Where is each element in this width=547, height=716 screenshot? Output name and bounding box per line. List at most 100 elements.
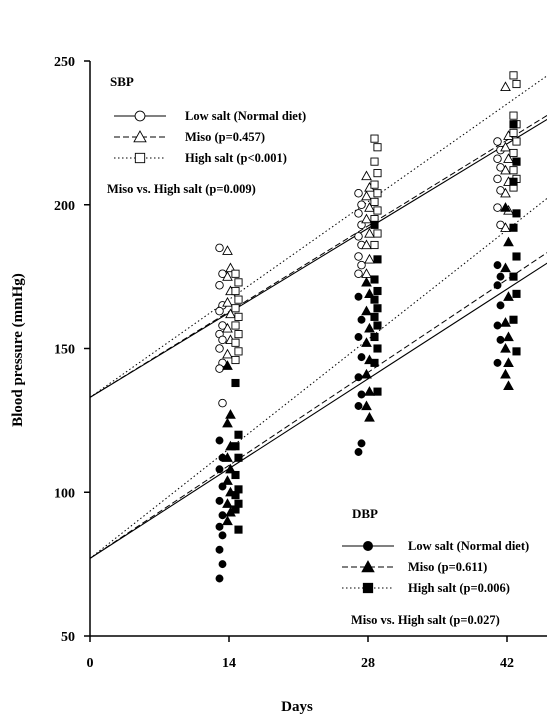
y-tick-label: 150 (54, 343, 75, 358)
sbp-circle-fit-line (89, 118, 547, 398)
dbp-circle-point (357, 439, 366, 448)
sbp-circle-point (493, 174, 502, 184)
sbp-square-point (373, 169, 382, 178)
dbp-triangle-point (503, 380, 514, 391)
dbp-circle-point (215, 436, 224, 445)
dbp-circle-point (215, 545, 224, 554)
dbp-comparison-note: Miso vs. High salt (p=0.027) (351, 613, 500, 627)
dbp-circle-point (357, 353, 366, 362)
sbp-square-point (231, 355, 240, 365)
dbp-triangle-point (500, 317, 511, 327)
dbp-triangle-point (364, 322, 375, 333)
sbp-triangle-point (361, 170, 372, 181)
dbp-circle-point (496, 272, 505, 281)
y-tick-label: 50 (61, 630, 75, 645)
sbp-triangle-point (222, 245, 233, 255)
dbp-square-point (373, 286, 382, 296)
dbp-square-point (373, 304, 382, 313)
dbp-triangle-point (364, 411, 375, 422)
dbp-circle-point (357, 390, 366, 399)
dbp-square-point (373, 387, 382, 396)
dbp-triangle-point (225, 409, 236, 419)
dbp-legend-label: Low salt (Normal diet) (408, 539, 529, 553)
sbp-circle-point (357, 200, 366, 209)
sbp-triangle-point (361, 239, 372, 250)
axis-ticks: 50 100 150 200 250 0 14 28 42 (54, 55, 514, 671)
dbp-square-point (370, 295, 379, 304)
sbp-square-point (373, 229, 382, 238)
dbp-square-point (231, 470, 240, 480)
dbp-triangle-point (361, 305, 372, 316)
dbp-circle-point (354, 402, 363, 410)
sbp-triangle-point (364, 227, 375, 238)
sbp-triangle-point (500, 81, 511, 92)
data-markers (215, 71, 521, 583)
dbp-legend-marker (363, 541, 374, 552)
sbp-circle-point (218, 398, 227, 408)
sbp-square-point (512, 79, 521, 89)
sbp-square-point (370, 157, 379, 166)
sbp-circle-point (218, 335, 227, 345)
dbp-legend-marker (361, 560, 375, 573)
sbp-triangle-point (364, 202, 375, 212)
dbp-triangle-point (361, 276, 372, 287)
sbp-triangle-point (503, 153, 514, 163)
dbp-circle-point (493, 281, 502, 290)
sbp-square-point (234, 347, 243, 356)
dbp-square-point (373, 344, 382, 353)
dbp-square-point (370, 275, 379, 284)
sbp-triangle-point (361, 190, 372, 201)
dbp-circle-point (218, 511, 227, 520)
y-tick-label: 100 (54, 486, 75, 501)
dbp-legend-marker (362, 582, 374, 594)
dbp-square-point (512, 289, 521, 298)
dbp-square-point (234, 453, 243, 462)
sbp-legend-marker (133, 130, 147, 143)
dbp-square-point (512, 252, 521, 261)
sbp-square-point (509, 166, 518, 175)
dbp-triangle-point (222, 475, 233, 485)
dbp-triangle-point (222, 417, 233, 428)
sbp-triangle-fit-line (89, 114, 547, 398)
sbp-comparison-note: Miso vs. High salt (p=0.009) (107, 182, 256, 196)
dbp-square-point (231, 505, 240, 514)
sbp-circle-point (493, 137, 502, 146)
sbp-square-point (234, 295, 243, 304)
dbp-circle-point (496, 301, 505, 310)
sbp-square-point (370, 180, 379, 189)
sbp-square-point (373, 206, 382, 215)
sbp-square-point (231, 269, 240, 278)
sbp-circle-point (354, 252, 363, 261)
dbp-circle-point (354, 333, 363, 341)
sbp-square-point (509, 128, 518, 137)
dbp-square-fit-line (89, 197, 547, 559)
sbp-triangle-point (500, 141, 511, 152)
dbp-triangle-point (361, 400, 372, 411)
dbp-triangle-point (500, 202, 511, 212)
dbp-square-point (373, 255, 382, 264)
x-tick-label: 42 (500, 656, 514, 671)
sbp-triangle-point (222, 322, 233, 333)
x-tick-label: 14 (222, 656, 236, 671)
dbp-circle-point (215, 496, 224, 505)
dbp-circle-point (493, 358, 502, 367)
dbp-triangle-point (222, 360, 233, 370)
sbp-square-point (509, 111, 518, 120)
sbp-square-point (509, 148, 518, 158)
sbp-square-point (373, 189, 382, 198)
dbp-circle-point (354, 373, 363, 382)
dbp-triangle-point (361, 368, 372, 379)
dbp-square-point (231, 491, 240, 500)
sbp-circle-point (215, 364, 224, 373)
sbp-triangle-point (225, 262, 236, 273)
dbp-legend-label: High salt (p=0.006) (408, 581, 510, 595)
sbp-panel-title: SBP (110, 74, 134, 89)
sbp-circle-point (215, 344, 224, 353)
sbp-triangle-point (500, 164, 511, 175)
dbp-square-point (509, 177, 518, 186)
sbp-circle-point (215, 281, 224, 290)
dbp-square-point (509, 315, 518, 324)
sbp-legend: SBP Low salt (Normal diet) Miso (p=0.457) H… (107, 74, 306, 196)
dbp-square-point (373, 321, 382, 330)
dbp-legend: DBP Low salt (Normal diet) Miso (p=0.611) H… (342, 506, 529, 627)
